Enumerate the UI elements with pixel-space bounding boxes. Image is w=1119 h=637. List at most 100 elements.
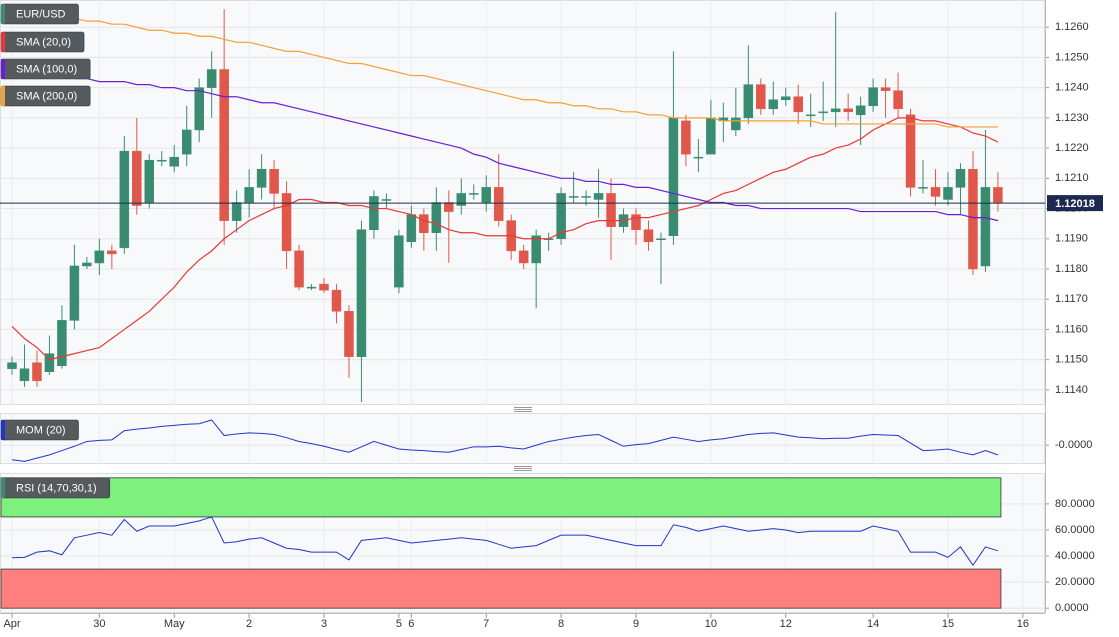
candle-body [993,187,1003,203]
candle-body [855,105,866,116]
candle-body [830,108,841,113]
candle-body [144,159,155,203]
legend-swatch [1,59,5,79]
candle-body [306,286,317,289]
x-tick-label: May [164,618,185,630]
legend-item[interactable]: RSI (14,70,30,1) [0,477,111,499]
candle-body [706,117,716,155]
y-tick-label: 1.1180 [1055,263,1088,275]
candle-body [581,196,591,198]
candle-body [681,120,691,155]
legend-item[interactable]: SMA (20,0) [0,31,85,53]
sma-line [12,71,999,222]
candle-body [968,169,978,270]
legend-label: RSI (14,70,30,1) [16,482,97,494]
x-tick-label: 6 [408,618,414,630]
candle-body [556,193,566,240]
legend-item[interactable]: MOM (20) [0,419,79,441]
x-tick-label: 14 [867,618,879,630]
candle-body [930,187,941,197]
candle-body [69,265,80,321]
y-tick-label: 1.1160 [1055,323,1088,335]
candle-body [518,250,529,264]
candle-body [818,111,828,114]
candle-body [731,117,741,131]
y-tick-label: 1.1230 [1055,112,1089,124]
candle-body [943,187,953,200]
candle-body [743,84,754,119]
candle-body [593,193,604,200]
y-tick-label: 1.1250 [1055,51,1089,63]
candle-body [880,87,891,91]
candle-body [344,311,354,357]
legend-layer: EUR/USD SMA (20,0) SMA (100,0) SMA (200,0) M… [0,3,111,499]
x-tick-label: 7 [483,618,489,630]
candle-body [406,214,417,243]
candle-body [905,114,916,188]
legend-label: MOM (20) [16,424,66,436]
candle-body [980,187,991,267]
x-tick-label: 10 [705,618,717,630]
candle-body [444,202,454,212]
candle-body [169,156,179,167]
candle-body [656,238,666,241]
x-tick-label: 8 [558,618,564,630]
sma-line [11,117,999,361]
candle-body [781,96,791,100]
candle-body [568,196,579,198]
legend-item[interactable]: SMA (200,0) [0,85,91,107]
candle-body [606,193,616,227]
x-tick-label: 12 [780,618,792,630]
indicator-line [11,516,999,567]
bg-layer [0,0,1045,613]
marks-layer [0,9,1045,567]
candle-body [431,202,442,233]
y-tick-label: 80.0000 [1055,498,1095,510]
candle-body [44,353,55,373]
candle-body [157,159,167,162]
candle-body [7,362,17,369]
x-tick-label: 16 [1017,618,1029,630]
axis-layer: 1.1140 1.1150 1.1160 1.1170 1.1180 1.1190 1.12… [0,0,1103,630]
sma-line [11,11,998,128]
x-tick-label: 3 [321,618,327,630]
legend-swatch [1,32,5,52]
candle-body [768,99,779,110]
candle-body [231,202,242,221]
candle-body [693,156,704,159]
indicator-band [0,568,1002,609]
candle-body [493,187,504,221]
candle-body [244,187,254,203]
candle-body [331,289,342,312]
y-tick-label: -0.0000 [1055,439,1092,451]
panel-handle[interactable] [514,466,532,471]
legend-swatch [1,4,5,24]
y-tick-label: 60.0000 [1055,524,1095,536]
panel-handle[interactable] [514,407,532,412]
candle-body [531,235,541,264]
candle-body [955,169,966,188]
y-tick-label: 1.1170 [1055,293,1088,305]
last-price-box [1047,195,1103,212]
legend-label: SMA (200,0) [16,90,77,102]
candle-body [107,250,117,255]
legend-swatch [1,420,5,440]
candle-body [893,90,903,110]
candle-body [319,283,329,291]
candle-body [181,129,192,155]
candle-body [756,84,766,110]
y-tick-label: 1.1140 [1055,384,1088,396]
candle-body [394,235,404,288]
candle-body [82,262,92,267]
y-tick-label: 1.1260 [1055,21,1089,33]
x-tick-label: 2 [246,618,252,630]
candle-body [918,187,928,189]
legend-item[interactable]: SMA (100,0) [0,58,91,80]
legend-label: EUR/USD [16,8,66,20]
legend-item[interactable]: EUR/USD [0,3,79,25]
candle-body [132,150,142,206]
x-tick-label: Apr [3,618,20,630]
x-tick-label: 30 [93,618,105,630]
candle-body [369,196,379,230]
